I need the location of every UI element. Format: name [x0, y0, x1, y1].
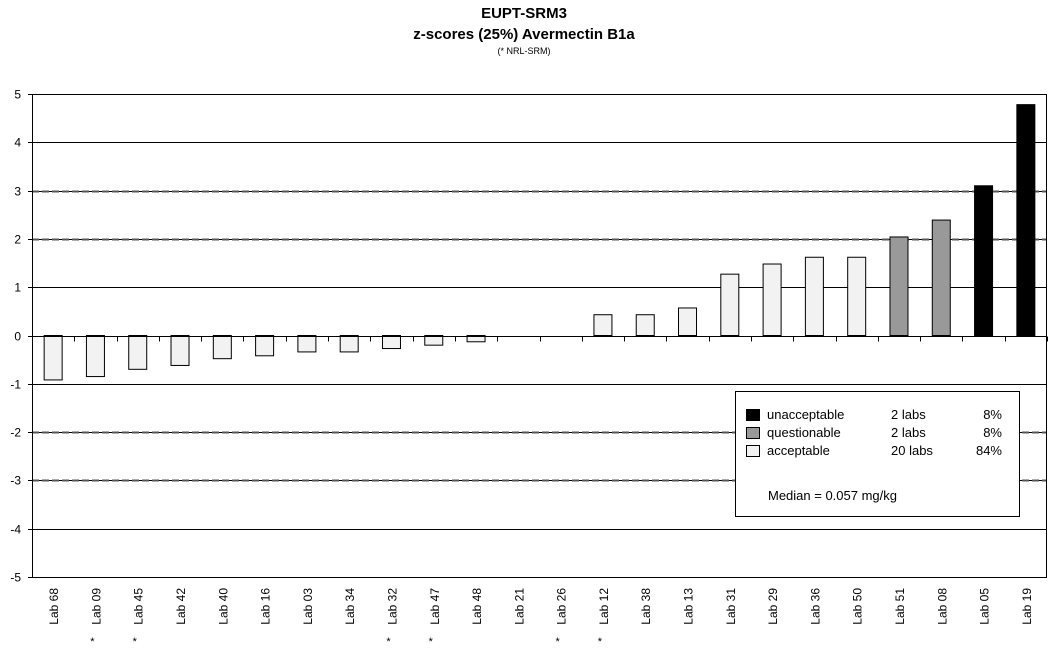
x-tick-label: Lab 31 — [724, 588, 738, 625]
nrl-marker: * — [386, 636, 391, 648]
bar — [339, 335, 359, 353]
nrl-marker: * — [598, 636, 603, 648]
bar — [85, 335, 105, 378]
legend-swatch-acceptable — [746, 445, 760, 457]
x-tick-label: Lab 13 — [682, 588, 696, 625]
bar — [635, 314, 655, 336]
legend-label: unacceptable — [767, 407, 845, 422]
y-tick-label: 3 — [14, 185, 21, 199]
legend-percent: 8% — [983, 407, 1002, 422]
y-tick-label: -1 — [10, 378, 21, 392]
bar — [170, 335, 190, 366]
y-tick-label: -3 — [10, 474, 21, 488]
bar — [128, 335, 148, 370]
y-tick-label: -5 — [10, 571, 21, 585]
x-tick-label: Lab 08 — [935, 588, 949, 625]
chart-legend: unacceptable 2 labs 8% questionable 2 la… — [735, 391, 1020, 517]
x-tick-label: Lab 09 — [89, 588, 103, 625]
nrl-marker: * — [133, 636, 138, 648]
x-tick-label: Lab 03 — [301, 588, 315, 625]
x-tick-label: Lab 50 — [851, 588, 865, 625]
nrl-marker: * — [90, 636, 95, 648]
x-tick-label: Lab 68 — [47, 588, 61, 625]
bar — [1016, 104, 1036, 336]
bar — [720, 273, 740, 336]
bar — [424, 335, 444, 346]
x-tick-label: Lab 38 — [639, 588, 653, 625]
nrl-marker: * — [556, 636, 561, 648]
chart-subtitle: z-scores (25%) Avermectin B1a — [413, 26, 635, 43]
legend-percent: 84% — [975, 443, 1002, 458]
y-tick-label: 5 — [14, 88, 21, 102]
x-tick-label: Lab 42 — [174, 588, 188, 625]
x-tick-label: Lab 36 — [808, 588, 822, 625]
bar — [678, 307, 698, 336]
bar — [297, 335, 317, 353]
legend-swatch-unacceptable — [746, 409, 760, 421]
x-tick-label: Lab 21 — [512, 588, 526, 625]
x-tick-label: Lab 40 — [216, 588, 230, 625]
bar — [804, 256, 824, 336]
x-tick-label: Lab 48 — [470, 588, 484, 625]
legend-entry-unacceptable: unacceptable 2 labs 8% — [746, 407, 1016, 423]
bar — [212, 335, 232, 360]
bar — [255, 335, 275, 357]
y-tick-label: 2 — [14, 233, 21, 247]
x-tick-label: Lab 45 — [132, 588, 146, 625]
x-tick-label: Lab 16 — [259, 588, 273, 625]
x-tick-label: Lab 47 — [428, 588, 442, 625]
x-tick-label: Lab 51 — [893, 588, 907, 625]
x-tick-label: Lab 19 — [1020, 588, 1034, 625]
chart-title: EUPT-SRM3 — [481, 5, 567, 22]
chart-note: (* NRL-SRM) — [497, 46, 551, 56]
legend-count: 2 labs — [891, 425, 926, 440]
x-tick-label: Lab 12 — [597, 588, 611, 625]
x-tick-label: Lab 26 — [555, 588, 569, 625]
x-tick-label: Lab 32 — [385, 588, 399, 625]
legend-count: 2 labs — [891, 407, 926, 422]
y-tick-label: 4 — [14, 136, 21, 150]
legend-label: questionable — [767, 425, 841, 440]
bar — [974, 185, 994, 336]
y-tick-label: 0 — [14, 330, 21, 344]
legend-entry-questionable: questionable 2 labs 8% — [746, 425, 1016, 441]
bar — [847, 256, 867, 336]
legend-label: acceptable — [767, 443, 830, 458]
bar — [381, 335, 401, 350]
bar — [593, 314, 613, 336]
bar — [43, 335, 63, 381]
y-tick-label: -4 — [10, 523, 21, 537]
legend-entry-acceptable: acceptable 20 labs 84% — [746, 443, 1016, 459]
x-tick-label: Lab 29 — [766, 588, 780, 625]
bar — [466, 335, 486, 343]
x-tick-label: Lab 34 — [343, 588, 357, 625]
x-tick-label: Lab 05 — [978, 588, 992, 625]
nrl-marker: * — [429, 636, 434, 648]
bar — [762, 263, 782, 336]
bar — [889, 236, 909, 336]
y-tick-label: 1 — [14, 281, 21, 295]
legend-count: 20 labs — [891, 443, 933, 458]
bar — [931, 219, 951, 336]
legend-swatch-questionable — [746, 427, 760, 439]
legend-percent: 8% — [983, 425, 1002, 440]
median-label: Median = 0.057 mg/kg — [768, 488, 897, 503]
y-tick-label: -2 — [10, 426, 21, 440]
